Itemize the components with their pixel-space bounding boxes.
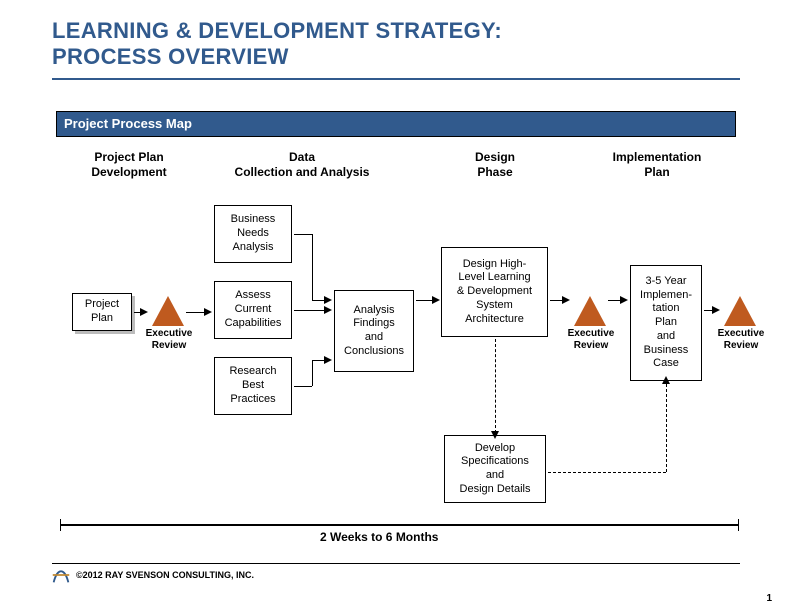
triangle-er2 [574,296,606,326]
box-design-arch: Design High-Level Learning& DevelopmentS… [441,247,548,337]
box-project-plan: ProjectPlan [72,293,132,331]
phase-heading-plan: Project PlanDevelopment [69,150,189,180]
phase-heading-design: DesignPhase [450,150,540,180]
triangle-er3 [724,296,756,326]
triangle-label-er3: ExecutiveReview [714,328,768,351]
title-line-2: PROCESS OVERVIEW [52,44,289,69]
section-header-bar: Project Process Map [56,111,736,137]
title-underline [52,78,740,80]
timeline-label: 2 Weeks to 6 Months [320,530,438,544]
triangle-label-er1: ExecutiveReview [142,328,196,351]
section-header-text: Project Process Map [57,112,735,135]
box-impl-plan: 3-5 YearImplemen-tationPlanandBusinessCa… [630,265,702,381]
box-develop-spec: DevelopSpecificationsandDesign Details [444,435,546,503]
triangle-er1 [152,296,184,326]
footer-divider [52,563,740,564]
box-biz-needs: BusinessNeedsAnalysis [214,205,292,263]
phase-heading-impl: ImplementationPlan [592,150,722,180]
page-title: LEARNING & DEVELOPMENT STRATEGY: PROCESS… [52,18,502,71]
triangle-label-er2: ExecutiveReview [564,328,618,351]
copyright: ©2012 RAY SVENSON CONSULTING, INC. [76,570,254,580]
page-number: 1 [766,593,772,604]
phase-heading-data: DataCollection and Analysis [212,150,392,180]
title-line-1: LEARNING & DEVELOPMENT STRATEGY: [52,18,502,43]
company-logo-icon [50,564,72,586]
box-research: ResearchBestPractices [214,357,292,415]
box-analysis: AnalysisFindingsandConclusions [334,290,414,372]
box-assess: AssessCurrentCapabilities [214,281,292,339]
